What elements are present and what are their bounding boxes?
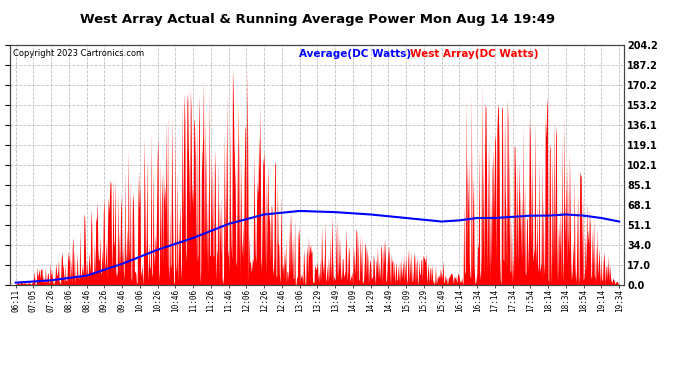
- Text: Average(DC Watts): Average(DC Watts): [299, 49, 411, 58]
- Text: Copyright 2023 Cartronics.com: Copyright 2023 Cartronics.com: [13, 49, 144, 58]
- Text: West Array(DC Watts): West Array(DC Watts): [410, 49, 538, 58]
- Text: West Array Actual & Running Average Power Mon Aug 14 19:49: West Array Actual & Running Average Powe…: [80, 13, 555, 26]
